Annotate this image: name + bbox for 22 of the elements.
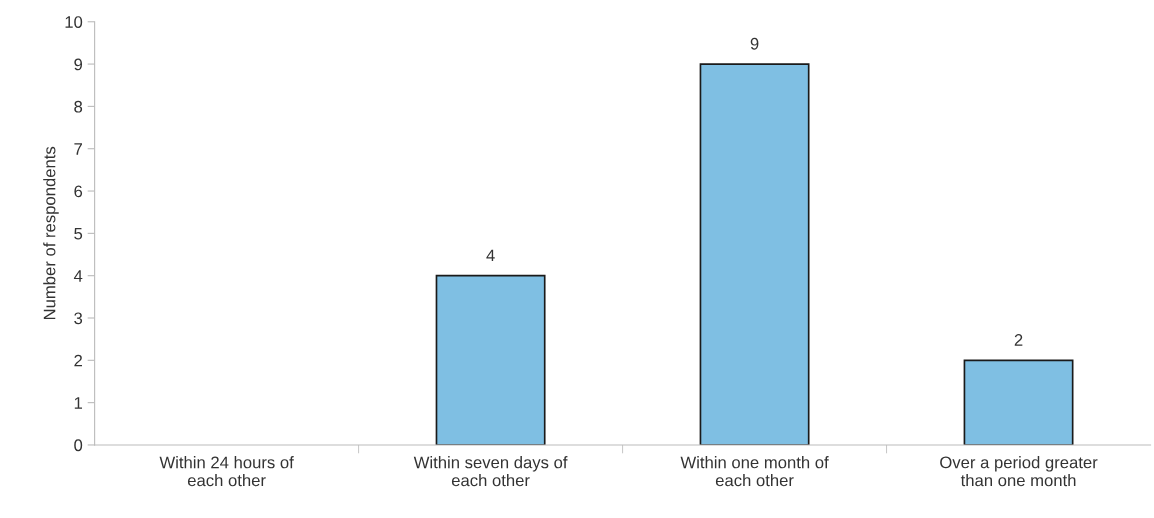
data-label: 2	[1014, 334, 1023, 346]
y-tick-label: 7	[74, 143, 82, 155]
y-tick-label: 0	[74, 439, 83, 452]
bar	[699, 63, 810, 445]
y-tick-label: 8	[74, 100, 83, 113]
data-label: 9	[750, 37, 759, 50]
y-tick-label: 1	[74, 397, 83, 409]
x-tick-label: Within seven days of each other	[413, 456, 568, 487]
data-label: 4	[486, 249, 495, 262]
y-tick-label: 4	[73, 270, 83, 282]
y-tick-label: 6	[74, 185, 83, 198]
bar	[963, 359, 1074, 445]
y-tick-label: 5	[74, 227, 83, 240]
y-axis-title: Number of respondents	[43, 146, 59, 320]
x-tick-label: Within one month of each other	[680, 456, 829, 487]
bar	[435, 274, 546, 445]
y-tick-label: 3	[74, 312, 83, 325]
x-tick-label: Over a period greater than one month	[940, 456, 1098, 487]
y-tick-label: 2	[74, 354, 82, 367]
y-tick-label: 9	[74, 58, 83, 71]
y-tick-label: 10	[65, 16, 83, 28]
x-tick-label: Within 24 hours of each other	[159, 456, 294, 487]
